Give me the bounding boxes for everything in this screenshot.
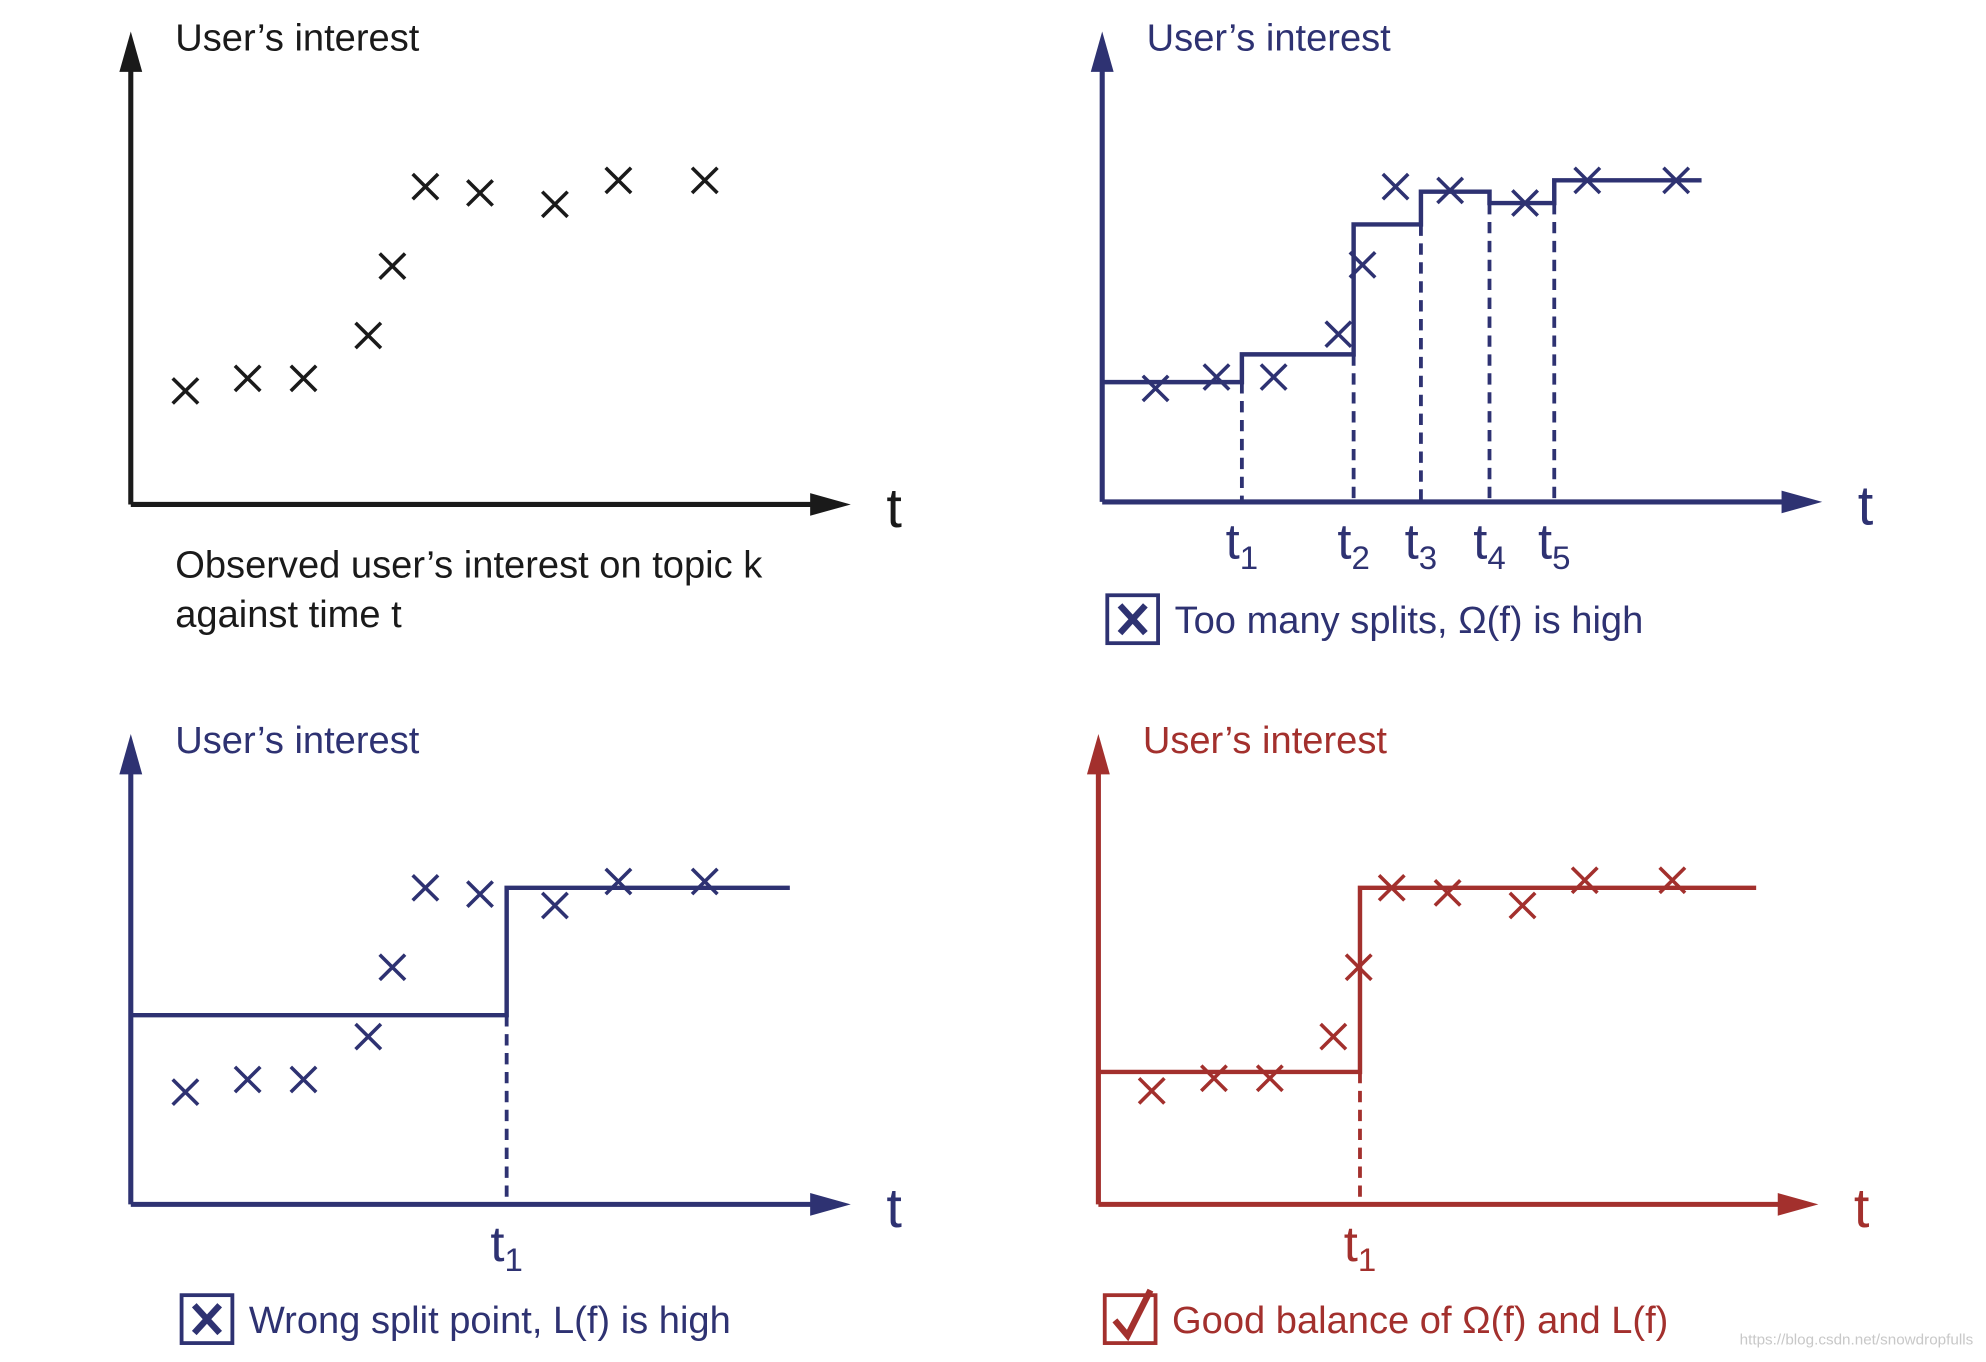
tick-label: t1	[1344, 1215, 1376, 1278]
panel: User’s interest t Observed user’s interest…	[119, 18, 902, 636]
x-axis-label: t	[886, 477, 902, 539]
observation	[233, 1065, 262, 1094]
icon-check	[1112, 1288, 1154, 1342]
tick-sub: 4	[1487, 539, 1505, 576]
observation	[411, 172, 440, 201]
observation	[1658, 866, 1687, 895]
observation	[1662, 166, 1691, 195]
tick-label: t4	[1473, 513, 1505, 576]
tick-label: t1	[1226, 513, 1258, 576]
observation	[1436, 176, 1465, 205]
tick-main: t	[1226, 513, 1240, 570]
icon-box	[179, 1293, 235, 1345]
icon-box	[1102, 1293, 1158, 1345]
y-axis-arrow	[1090, 31, 1114, 72]
observation	[540, 891, 569, 920]
icon-box	[1105, 593, 1160, 646]
observation	[1319, 1022, 1348, 1051]
observation	[378, 252, 407, 280]
observation	[378, 953, 407, 982]
observation	[1324, 320, 1353, 349]
tick-label: t2	[1337, 513, 1369, 576]
observation	[540, 190, 569, 219]
observation	[354, 321, 383, 350]
observation	[604, 166, 633, 195]
tick-sub: 1	[1240, 539, 1258, 576]
y-axis-label: User’s interest	[175, 18, 420, 60]
tick-sub: 3	[1419, 539, 1437, 576]
observation	[289, 1065, 318, 1094]
observation	[289, 364, 318, 393]
x-axis-label: t	[1858, 475, 1874, 537]
y-axis-arrow	[119, 733, 143, 775]
observation	[1573, 166, 1602, 195]
observation	[1255, 1064, 1284, 1093]
y-axis-label: User’s interest	[1143, 720, 1388, 762]
observation	[1433, 879, 1462, 907]
observation	[604, 867, 633, 896]
observation	[411, 873, 440, 902]
watermark: https://blog.csdn.net/snowdropfulls	[1740, 1331, 1974, 1348]
observation	[1377, 873, 1406, 902]
observation	[1570, 866, 1599, 895]
x-axis-arrow	[1781, 490, 1823, 514]
observation	[1137, 1077, 1166, 1105]
x-axis-label: t	[1854, 1177, 1870, 1239]
observation	[1259, 363, 1288, 391]
observation	[1381, 172, 1410, 201]
icon-cross	[191, 1303, 223, 1336]
tick-main: t	[1473, 513, 1487, 570]
observation	[233, 364, 262, 393]
x-axis-label: t	[886, 1177, 902, 1239]
observation	[1508, 891, 1537, 920]
caption: Good balance of Ω(f) and L(f)	[1172, 1300, 1668, 1342]
tick-sub: 1	[505, 1241, 523, 1278]
step-function	[1102, 178, 1702, 385]
tick-main: t	[1538, 513, 1552, 570]
observation	[354, 1022, 383, 1051]
tick-label: t5	[1538, 513, 1570, 576]
observation	[466, 179, 494, 207]
caption: Too many splits, Ω(f) is high	[1175, 600, 1644, 642]
step-function	[1098, 885, 1757, 1075]
y-axis-label: User’s interest	[1147, 18, 1392, 60]
caption: Observed user’s interest on topic k	[175, 545, 763, 587]
x-axis-arrow	[1777, 1193, 1819, 1216]
observation	[1348, 250, 1377, 279]
observation	[1511, 189, 1540, 217]
observation	[690, 867, 719, 896]
x-axis-arrow	[810, 1193, 851, 1216]
observation	[1199, 1064, 1228, 1093]
observation	[171, 377, 200, 405]
tick-sub: 1	[1358, 1241, 1376, 1278]
tick-label: t1	[490, 1215, 522, 1278]
tick-sub: 2	[1352, 539, 1370, 576]
y-axis-label: User’s interest	[175, 720, 420, 762]
tick-main: t	[490, 1215, 504, 1272]
observation	[1141, 374, 1170, 403]
tick-main: t	[1344, 1215, 1358, 1272]
observation	[1202, 363, 1231, 391]
caption: against time t	[175, 594, 402, 636]
observation	[466, 880, 494, 908]
tick-label: t3	[1405, 513, 1437, 576]
observation	[171, 1078, 200, 1106]
x-axis-arrow	[810, 493, 851, 516]
observation	[690, 166, 719, 195]
observation	[1344, 953, 1373, 982]
icon-cross	[1117, 603, 1148, 636]
tick-sub: 5	[1552, 539, 1570, 576]
caption: Wrong split point, L(f) is high	[249, 1300, 731, 1342]
step-function	[130, 885, 790, 1018]
tick-main: t	[1405, 513, 1419, 570]
y-axis-arrow	[119, 31, 143, 72]
tick-main: t	[1337, 513, 1351, 570]
y-axis-arrow	[1086, 733, 1110, 775]
